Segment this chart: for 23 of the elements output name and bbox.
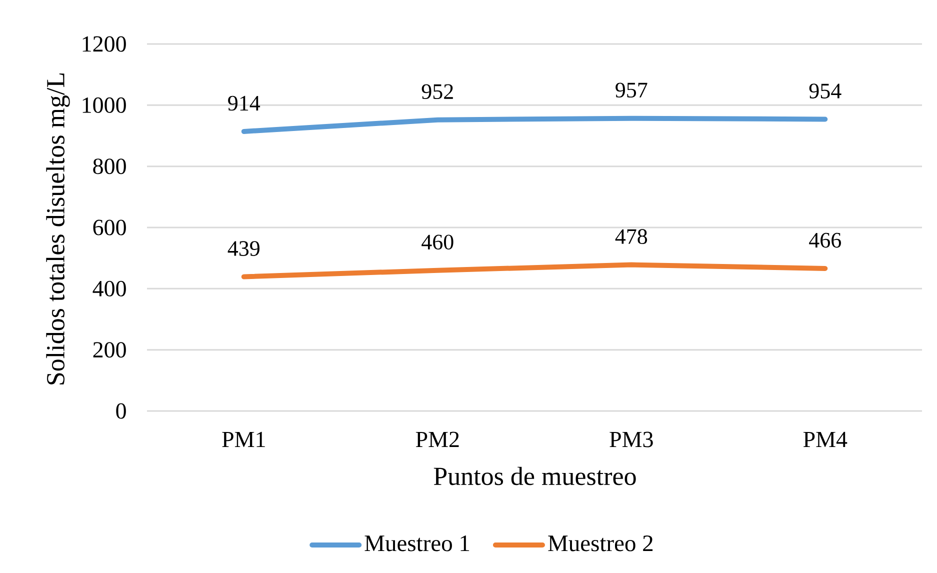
data-label: 460 — [422, 234, 454, 250]
data-label: 957 — [616, 82, 648, 98]
x-tick-label: PM1 — [222, 432, 265, 447]
legend-label: Muestreo 1 — [364, 536, 470, 552]
y-tick-label: 600 — [93, 220, 126, 236]
x-tick-label: PM2 — [416, 432, 459, 447]
data-label: 952 — [422, 84, 453, 100]
data-label: 954 — [809, 84, 842, 98]
x-tick-label: PM3 — [610, 432, 653, 448]
y-tick-label: 200 — [93, 342, 126, 358]
y-tick-label: 800 — [93, 158, 126, 174]
x-tick-label: PM4 — [803, 432, 848, 447]
x-axis-title: Puntos de muestreo — [434, 466, 636, 486]
data-label: 478 — [615, 229, 648, 244]
data-label: 914 — [228, 96, 260, 111]
legend-label: Muestreo 2 — [548, 535, 653, 552]
y-axis-title: Solidos totales disueltos mg/L — [46, 73, 70, 384]
y-tick-label: 1000 — [82, 97, 126, 113]
y-tick-label: 1200 — [82, 36, 126, 52]
y-tick-label: 0 — [116, 403, 126, 419]
data-label: 466 — [809, 232, 841, 248]
data-label: 439 — [228, 241, 260, 256]
y-tick-label: 400 — [92, 280, 126, 296]
